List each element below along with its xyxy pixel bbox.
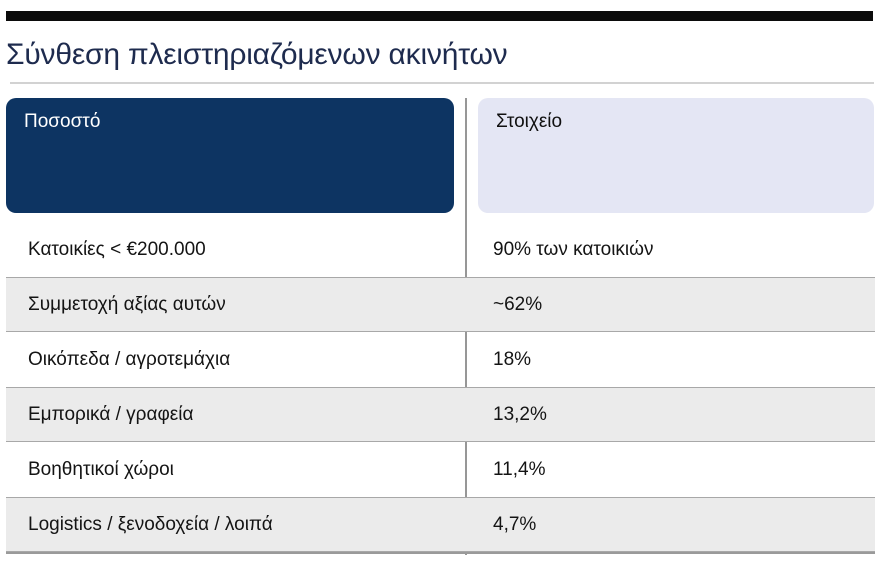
table-row: Κατοικίες < €200.000 90% των κατοικιών (6, 222, 875, 277)
table-row: Βοηθητικοί χώροι 11,4% (6, 442, 875, 497)
table-row: Logistics / ξενοδοχεία / λοιπά 4,7% (6, 497, 875, 552)
row-label: Οικόπεδα / αγροτεμάχια (28, 348, 231, 370)
table-row: Συμμετοχή αξίας αυτών ~62% (6, 277, 875, 332)
row-label: Κατοικίες < €200.000 (28, 238, 206, 260)
table-bottom-border (6, 552, 875, 554)
top-accent-bar (6, 11, 873, 21)
row-label: Εμπορικά / γραφεία (28, 403, 194, 425)
table-row: Εμπορικά / γραφεία 13,2% (6, 387, 875, 442)
column-header-label: Στοιχείο (496, 111, 563, 132)
table-row: Οικόπεδα / αγροτεμάχια 18% (6, 332, 875, 387)
row-value: 18% (493, 348, 532, 370)
row-label: Logistics / ξενοδοχεία / λοιπά (28, 513, 273, 535)
title-divider-line (10, 82, 874, 84)
page-title: Σύνθεση πλειστηριαζόμενων ακινήτων (6, 38, 508, 71)
row-value: 13,2% (493, 403, 547, 425)
row-value: 4,7% (493, 513, 537, 535)
row-value: 90% των κατοικιών (493, 238, 654, 260)
table-body: Κατοικίες < €200.000 90% των κατοικιών Σ… (6, 222, 875, 552)
column-header-figure: Στοιχείο (478, 98, 874, 213)
column-header-label: Ποσοστό (24, 111, 101, 132)
row-value: 11,4% (493, 458, 546, 480)
row-label: Συμμετοχή αξίας αυτών (28, 293, 226, 315)
row-value: ~62% (493, 293, 543, 315)
row-label: Βοηθητικοί χώροι (28, 458, 174, 480)
column-header-percentage: Ποσοστό (6, 98, 454, 213)
